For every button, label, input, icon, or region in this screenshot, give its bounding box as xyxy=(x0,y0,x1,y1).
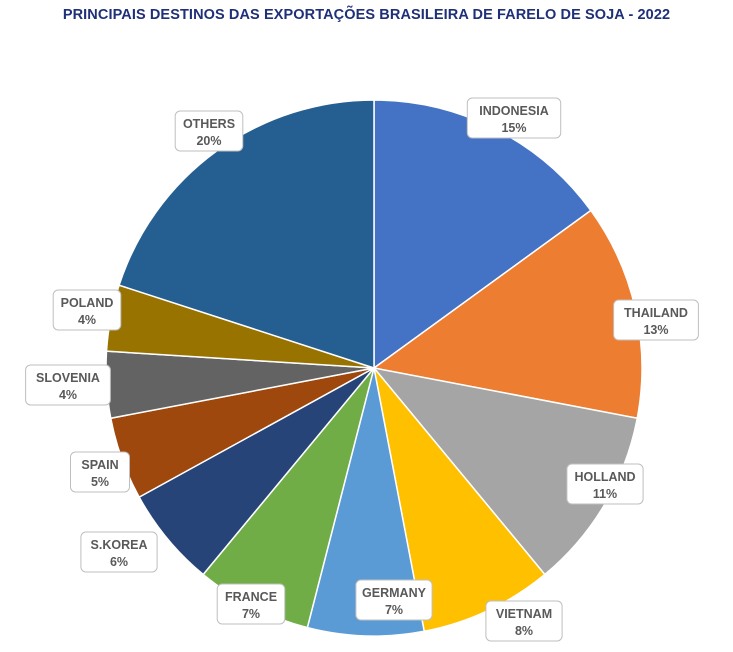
data-label-box xyxy=(70,451,130,493)
data-label-spain: SPAIN 5% xyxy=(70,451,130,493)
data-label-box xyxy=(613,299,699,341)
data-label-name: GERMANY xyxy=(362,586,427,600)
data-label-name: INDONESIA xyxy=(479,104,548,118)
data-label-percent: 11% xyxy=(593,487,617,501)
data-label-box xyxy=(25,364,111,406)
data-label-box xyxy=(174,110,244,152)
pie-slice-germany xyxy=(306,367,426,637)
data-label-germany: GERMANY 7% xyxy=(355,579,433,621)
data-label-percent: 15% xyxy=(501,121,526,135)
chart-title: PRINCIPAIS DESTINOS DAS EXPORTAÇÕES BRAS… xyxy=(62,7,671,23)
data-label-percent: 8% xyxy=(515,624,533,638)
data-label-poland: POLAND 4% xyxy=(52,289,122,331)
data-label-percent: 4% xyxy=(78,313,96,327)
data-label-box xyxy=(52,289,122,331)
data-label-box xyxy=(566,463,644,505)
data-label-indonesia: INDONESIA 15% xyxy=(466,97,562,139)
data-label-box xyxy=(485,600,563,642)
data-label-box xyxy=(466,97,562,139)
data-label-box xyxy=(216,583,286,625)
data-label-thailand: THAILAND 13% xyxy=(613,299,699,341)
data-label-name: VIETNAM xyxy=(496,607,552,621)
data-label-percent: 4% xyxy=(59,388,77,402)
data-label-percent: 6% xyxy=(110,555,128,569)
data-label-name: THAILAND xyxy=(624,306,688,320)
data-label-name: HOLLAND xyxy=(574,470,635,484)
data-label-percent: 20% xyxy=(196,134,221,148)
data-label-box xyxy=(80,531,158,573)
data-label-s-korea: S.KOREA 6% xyxy=(80,531,158,573)
data-label-box xyxy=(355,579,433,621)
data-label-percent: 7% xyxy=(385,603,403,617)
data-label-name: FRANCE xyxy=(225,590,277,604)
data-label-holland: HOLLAND 11% xyxy=(566,463,644,505)
data-label-slovenia: SLOVENIA 4% xyxy=(25,364,111,406)
data-label-percent: 13% xyxy=(643,323,668,337)
data-label-others: OTHERS 20% xyxy=(174,110,244,152)
data-label-france: FRANCE 7% xyxy=(216,583,286,625)
data-label-name: S.KOREA xyxy=(91,538,148,552)
data-label-percent: 7% xyxy=(242,607,260,621)
data-label-name: SPAIN xyxy=(81,458,118,472)
data-label-name: POLAND xyxy=(61,296,114,310)
data-label-percent: 5% xyxy=(91,475,109,489)
data-label-vietnam: VIETNAM 8% xyxy=(485,600,563,642)
data-label-name: OTHERS xyxy=(183,117,235,131)
data-label-name: SLOVENIA xyxy=(36,371,100,385)
